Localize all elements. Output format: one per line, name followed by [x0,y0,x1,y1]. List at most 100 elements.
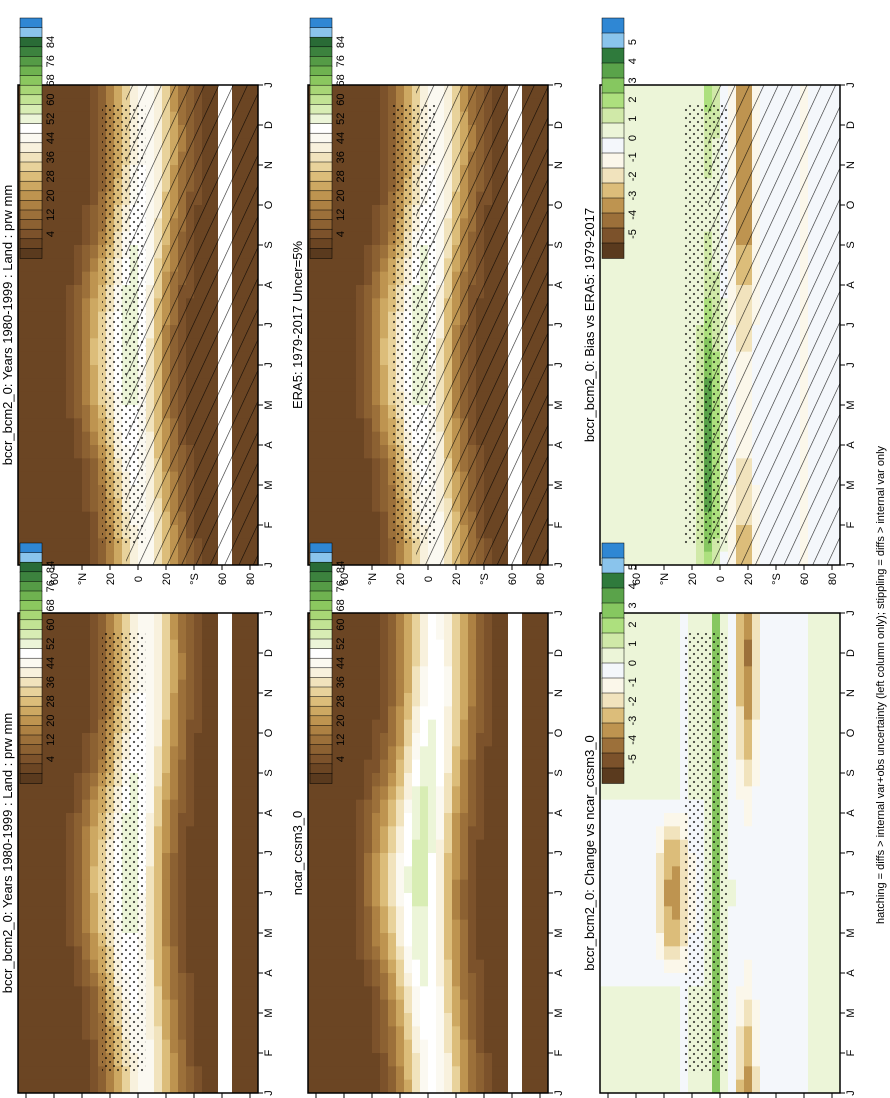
heatmap-cell [632,151,641,166]
heatmap-cell [632,431,641,446]
heatmap-cell [332,351,341,366]
heatmap-cell [308,826,317,841]
heatmap-cell [656,325,665,339]
heatmap-cell [492,866,501,881]
heatmap-cell [324,271,333,286]
heatmap-cell [640,498,649,513]
heatmap-cell [58,679,67,694]
heatmap-cell [66,759,75,774]
heatmap-cell [162,826,171,841]
heatmap-cell [234,826,243,841]
heatmap-cell [308,445,317,459]
x-tick-label: D [263,121,275,129]
heatmap-cell [372,551,381,565]
heatmap-cell [436,733,445,747]
heatmap-cell [332,693,341,707]
heatmap-cell [242,1053,251,1067]
heatmap-cell [364,151,373,166]
heatmap-cell [476,786,485,801]
heatmap-cell [340,906,349,921]
colorbar-swatch [19,209,43,221]
heatmap-cell [624,471,633,486]
heatmap-cell [356,906,365,921]
heatmap-cell [58,178,67,193]
heatmap-cell [42,445,51,459]
heatmap-cell [82,773,91,787]
heatmap-cell [66,325,75,339]
x-tick-label: N [553,689,565,697]
heatmap-cell [146,733,155,747]
heatmap-cell [648,538,657,553]
heatmap-cell [648,205,657,219]
heatmap-cell [42,218,51,233]
heatmap-cell [324,839,333,854]
heatmap-cell [380,1053,389,1067]
heatmap-cell [492,839,501,854]
heatmap-cell [26,1079,35,1093]
heatmap-cell [234,746,243,761]
heatmap-cell [58,759,67,774]
heatmap-cell [324,458,333,473]
x-tick-label: A [263,809,275,817]
heatmap-cell [186,946,195,961]
heatmap-cell [202,773,211,787]
heatmap-cell [372,431,381,446]
heatmap-cell [356,919,365,934]
heatmap-cell [194,919,203,934]
heatmap-cell [42,391,51,406]
heatmap-cell [170,1079,179,1093]
heatmap-cell [90,866,99,881]
colorbar-swatch [309,753,333,765]
heatmap-cell [242,746,251,761]
heatmap-cell [372,258,381,273]
colorbar-label: 20 [335,714,347,726]
heatmap-cell [194,973,203,987]
heatmap-cell [178,773,187,787]
heatmap-cell [600,298,609,313]
heatmap-cell [194,786,203,801]
heatmap-cell [348,405,357,419]
heatmap-cell [332,826,341,841]
heatmap-cell [436,613,445,627]
stippling-overlay [102,105,146,545]
heatmap-cell [624,151,633,166]
heatmap-cell [656,458,665,473]
heatmap-cell [250,1066,258,1081]
heatmap-cell [540,1026,548,1041]
heatmap-cell [412,759,421,774]
heatmap-cell [608,338,617,353]
heatmap-cell [444,666,453,681]
heatmap-cell [332,525,341,539]
heatmap-cell [242,826,251,841]
heatmap-cell [18,458,27,473]
heatmap-cell [66,973,75,987]
heatmap-cell [170,933,179,947]
heatmap-cell [396,813,405,827]
heatmap-cell [42,111,51,126]
heatmap-cell [348,679,357,694]
heatmap-cell [66,471,75,486]
heatmap-cell [380,191,389,206]
heatmap-cell [348,111,357,126]
heatmap-cell [460,866,469,881]
heatmap-cell [656,151,665,166]
heatmap-cell [600,365,609,379]
heatmap-cell [356,853,365,867]
heatmap-cell [26,511,35,526]
heatmap-cell [162,666,171,681]
heatmap-cell [82,613,91,627]
heatmap-cell [154,1026,163,1041]
heatmap-cell [234,919,243,934]
heatmap-cell [348,1053,357,1067]
heatmap-cell [74,1053,83,1067]
heatmap-cell [210,919,219,934]
heatmap-cell [484,893,493,907]
heatmap-cell [436,893,445,907]
heatmap-cell [500,719,509,734]
heatmap-cell [332,98,341,113]
heatmap-cell [664,458,673,473]
heatmap-cell [396,693,405,707]
heatmap-cell [388,1013,397,1027]
heatmap-cell [372,639,381,654]
heatmap-cell [608,391,617,406]
